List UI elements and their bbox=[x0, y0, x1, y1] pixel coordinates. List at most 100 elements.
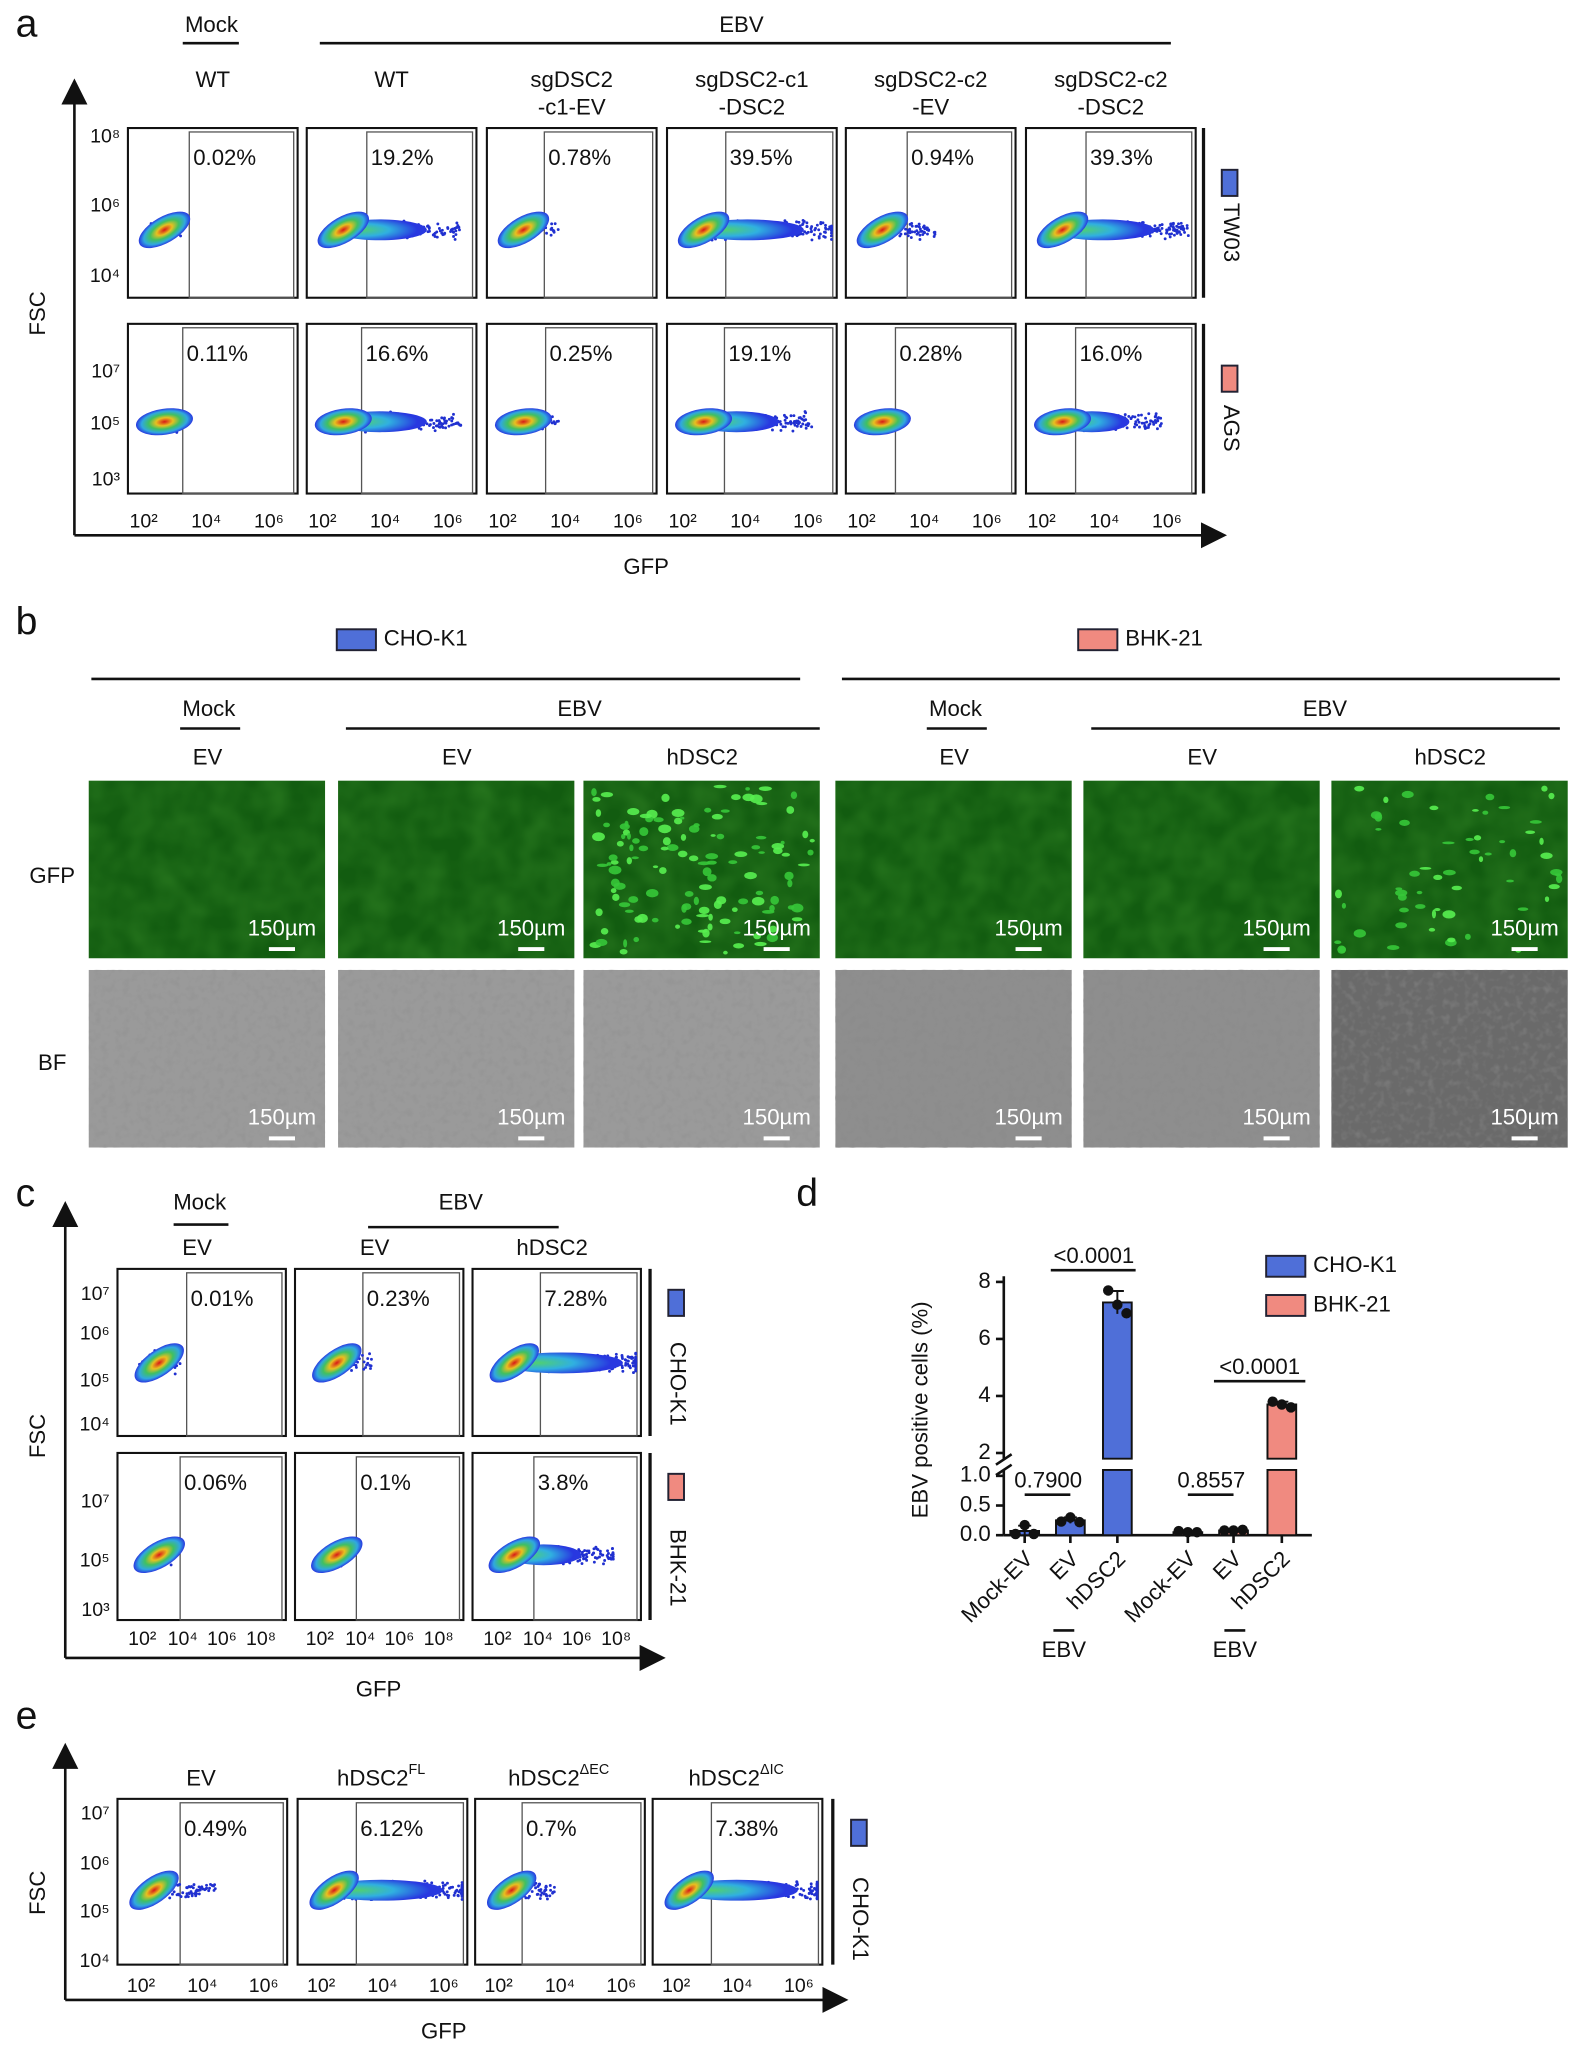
gfp-cell bbox=[786, 806, 795, 814]
event bbox=[444, 426, 448, 430]
event bbox=[1142, 421, 1146, 425]
plot-frame bbox=[126, 127, 299, 299]
data-point bbox=[1173, 1525, 1184, 1537]
gfp-cell bbox=[719, 918, 731, 925]
gfp-cell bbox=[1478, 856, 1484, 863]
event bbox=[364, 1366, 367, 1369]
bf-texture bbox=[88, 969, 326, 1148]
event bbox=[207, 1889, 211, 1893]
gfp-cell bbox=[1482, 810, 1489, 815]
event bbox=[205, 1883, 208, 1887]
gfp-cell bbox=[688, 825, 700, 833]
event bbox=[802, 219, 806, 223]
event-cloud bbox=[311, 1536, 363, 1574]
event bbox=[906, 228, 910, 232]
scale-bar-label: 150µm bbox=[743, 915, 811, 940]
gfp-cell bbox=[753, 932, 761, 940]
column-header: WT bbox=[196, 67, 231, 92]
gfp-cell bbox=[702, 867, 712, 877]
event bbox=[428, 424, 431, 427]
x-tick-label: 10² bbox=[308, 510, 337, 532]
column-header-sup: ΔEC bbox=[580, 1762, 610, 1778]
event bbox=[454, 229, 458, 233]
event bbox=[598, 1549, 602, 1553]
x-tick-label: 10⁶ bbox=[793, 510, 823, 532]
event bbox=[815, 1882, 819, 1886]
plot-frame bbox=[665, 322, 838, 495]
event bbox=[932, 235, 936, 238]
event bbox=[436, 222, 440, 226]
event bbox=[201, 1887, 205, 1891]
event bbox=[1169, 222, 1173, 226]
gfp-cell bbox=[603, 822, 610, 828]
event bbox=[1129, 417, 1133, 421]
gfp-cell bbox=[707, 874, 717, 882]
event bbox=[1157, 416, 1161, 420]
event bbox=[595, 1547, 599, 1551]
label: EBV bbox=[439, 1189, 484, 1214]
event bbox=[540, 1891, 544, 1895]
event bbox=[908, 222, 912, 226]
group-label: EBV bbox=[1213, 1637, 1258, 1662]
x-tick-label: 10² bbox=[484, 1975, 513, 1997]
data-point bbox=[1019, 1519, 1030, 1531]
event bbox=[190, 1892, 194, 1896]
event bbox=[437, 425, 441, 429]
column-header: sgDSC2-c2 bbox=[1054, 67, 1167, 92]
plot-frame bbox=[471, 1267, 642, 1438]
event bbox=[528, 1894, 531, 1898]
event bbox=[1159, 422, 1163, 425]
gfp-cell bbox=[628, 896, 639, 903]
event bbox=[1147, 412, 1151, 416]
label: EBV bbox=[557, 696, 602, 721]
event bbox=[634, 1360, 638, 1364]
gfp-cell bbox=[1472, 809, 1479, 812]
event bbox=[795, 220, 798, 224]
gfp-cell bbox=[1375, 828, 1382, 831]
column-header: hDSC2ΔEC bbox=[508, 1762, 609, 1790]
gfp-cell bbox=[807, 849, 814, 856]
event bbox=[447, 424, 451, 428]
event bbox=[805, 221, 809, 225]
event bbox=[1175, 230, 1179, 234]
gate-percent: 0.23% bbox=[367, 1286, 430, 1311]
event bbox=[621, 1369, 625, 1373]
scale-bar-label: 150µm bbox=[248, 915, 316, 940]
event bbox=[802, 418, 805, 422]
axis-title: FSC bbox=[25, 1871, 50, 1915]
event bbox=[454, 1889, 458, 1893]
scale-bar-label: 150µm bbox=[743, 1105, 811, 1130]
column-header: -DSC2 bbox=[719, 94, 786, 119]
event bbox=[611, 1555, 615, 1559]
event bbox=[809, 230, 813, 234]
event bbox=[779, 422, 783, 426]
column-header: EV bbox=[186, 1765, 216, 1790]
gfp-cell bbox=[631, 856, 639, 860]
gfp-cell bbox=[758, 851, 765, 854]
gfp-cell bbox=[595, 908, 603, 917]
y-tick-label: 10⁴ bbox=[90, 265, 120, 287]
gfp-texture bbox=[1331, 780, 1568, 959]
event bbox=[443, 1883, 447, 1887]
gate bbox=[906, 131, 1013, 299]
plot-frame bbox=[293, 1267, 465, 1438]
event bbox=[1167, 227, 1171, 231]
gfp-cell bbox=[702, 928, 710, 938]
panel-label: e bbox=[16, 1694, 38, 1737]
event bbox=[441, 422, 445, 426]
event bbox=[1134, 420, 1138, 424]
x-tick-label: 10² bbox=[847, 510, 876, 532]
column-header: EV bbox=[193, 744, 223, 769]
row-label: CHO-K1 bbox=[848, 1877, 873, 1961]
event bbox=[452, 230, 456, 234]
event bbox=[1133, 425, 1136, 429]
scale-bar-label: 150µm bbox=[1490, 915, 1558, 940]
gfp-cell bbox=[699, 884, 712, 891]
event bbox=[804, 418, 808, 422]
event bbox=[909, 236, 913, 239]
x-tick-label: EV bbox=[1208, 1546, 1247, 1585]
event bbox=[1137, 420, 1141, 424]
event bbox=[806, 230, 810, 234]
x-tick-label: 10² bbox=[129, 510, 158, 532]
event bbox=[460, 1890, 464, 1894]
